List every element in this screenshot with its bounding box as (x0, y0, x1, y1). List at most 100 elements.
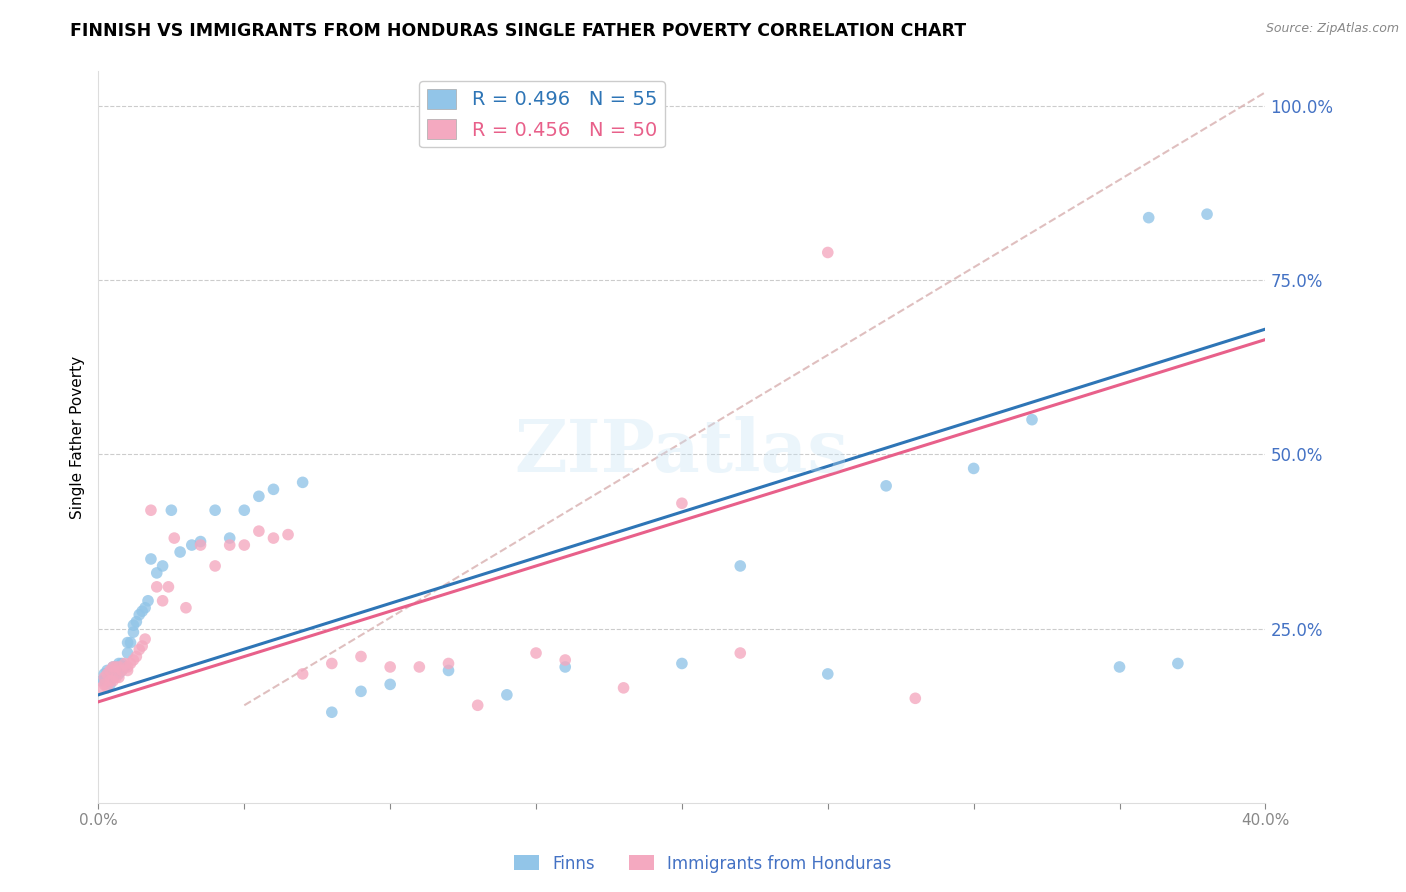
Point (125, 649, 148, 664)
Point (122, 618, 145, 632)
Point (93, 677, 115, 691)
Point (96, 667, 118, 681)
Point (152, 558, 174, 573)
Point (218, 531, 240, 545)
Point (108, 667, 131, 681)
Point (233, 503, 256, 517)
Point (152, 594, 174, 608)
Point (204, 558, 226, 573)
Point (120, 657, 142, 671)
Point (98, 664, 121, 678)
Point (495, 688, 517, 702)
Point (134, 600, 156, 615)
Point (554, 660, 576, 674)
Point (174, 600, 197, 615)
Point (146, 580, 169, 594)
Text: Source: ZipAtlas.com: Source: ZipAtlas.com (1265, 22, 1399, 36)
Point (350, 649, 373, 664)
Point (117, 660, 139, 674)
Point (122, 625, 145, 640)
Point (524, 646, 547, 660)
Point (101, 670, 124, 684)
Point (378, 660, 402, 674)
Text: FINNISH VS IMMIGRANTS FROM HONDURAS SINGLE FATHER POVERTY CORRELATION CHART: FINNISH VS IMMIGRANTS FROM HONDURAS SING… (70, 22, 966, 40)
Point (134, 632, 156, 646)
Point (1021, 412, 1043, 426)
Point (98, 667, 121, 681)
Point (90, 681, 112, 695)
Point (101, 660, 124, 674)
Point (139, 552, 162, 566)
Point (128, 642, 150, 657)
Point (190, 534, 212, 549)
Point (277, 527, 299, 541)
Point (128, 607, 150, 622)
Point (96, 664, 118, 678)
Text: ZIPatlas: ZIPatlas (515, 417, 849, 487)
Point (262, 531, 284, 545)
Point (93, 673, 115, 688)
Point (962, 461, 984, 475)
Point (108, 657, 131, 671)
Point (104, 667, 127, 681)
Point (321, 657, 343, 671)
Point (120, 635, 142, 649)
Point (93, 667, 115, 681)
Point (204, 503, 226, 517)
Point (262, 483, 284, 497)
Point (122, 653, 145, 667)
Point (378, 677, 402, 691)
Point (96, 681, 118, 695)
Point (117, 646, 139, 660)
Point (817, 667, 839, 681)
Point (108, 660, 131, 674)
Point (104, 670, 127, 684)
Point (904, 691, 927, 706)
Y-axis label: Single Father Poverty: Single Father Poverty (69, 356, 84, 518)
Point (1195, 207, 1218, 221)
Point (101, 660, 124, 674)
Point (218, 538, 240, 552)
Point (146, 566, 169, 580)
Point (160, 503, 183, 517)
Point (136, 594, 159, 608)
Point (247, 489, 270, 503)
Point (291, 475, 314, 490)
Point (139, 503, 162, 517)
Legend: Finns, Immigrants from Honduras: Finns, Immigrants from Honduras (508, 848, 898, 880)
Point (247, 524, 270, 538)
Point (117, 664, 139, 678)
Point (117, 635, 139, 649)
Point (125, 615, 148, 629)
Point (93, 670, 115, 684)
Point (1167, 657, 1189, 671)
Point (98, 677, 121, 691)
Point (131, 604, 153, 618)
Point (114, 657, 136, 671)
Point (157, 580, 180, 594)
Point (612, 681, 634, 695)
Point (169, 545, 191, 559)
Point (350, 684, 373, 698)
Point (108, 670, 131, 684)
Point (671, 657, 693, 671)
Point (111, 664, 134, 678)
Point (875, 479, 897, 493)
Point (190, 538, 212, 552)
Point (233, 538, 256, 552)
Point (101, 673, 124, 688)
Legend: R = 0.496   N = 55, R = 0.456   N = 50: R = 0.496 N = 55, R = 0.456 N = 50 (419, 81, 665, 147)
Point (114, 660, 136, 674)
Point (111, 664, 134, 678)
Point (90, 673, 112, 688)
Point (321, 705, 343, 719)
Point (96, 673, 118, 688)
Point (104, 660, 127, 674)
Point (467, 698, 489, 713)
Point (554, 653, 576, 667)
Point (408, 660, 430, 674)
Point (291, 667, 314, 681)
Point (104, 660, 127, 674)
Point (98, 673, 121, 688)
Point (728, 558, 751, 573)
